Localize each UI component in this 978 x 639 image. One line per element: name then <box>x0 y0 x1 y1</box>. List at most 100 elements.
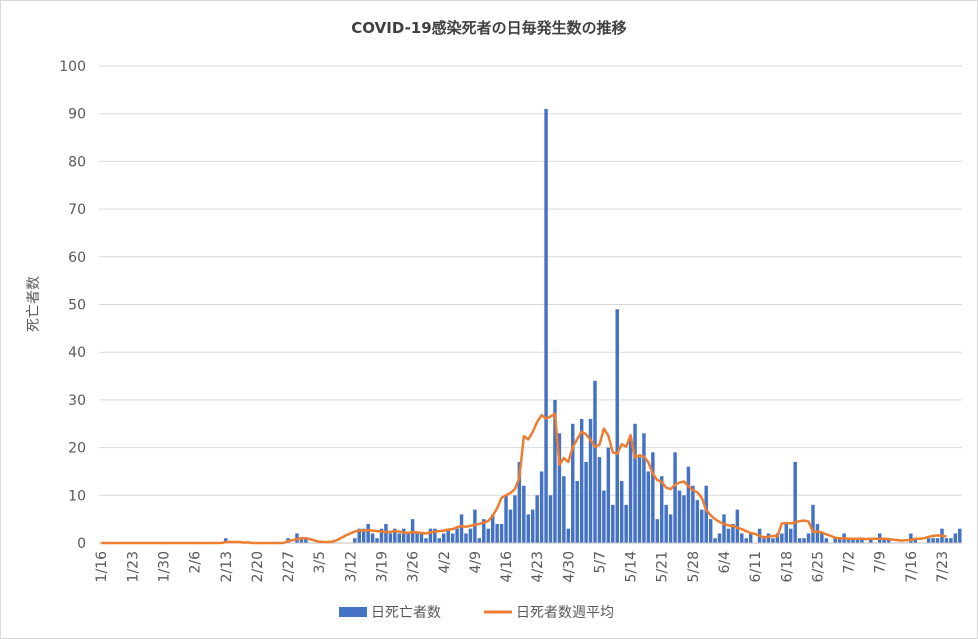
bar <box>677 490 682 543</box>
bar <box>935 538 940 543</box>
bar <box>780 533 784 543</box>
bar <box>771 538 775 543</box>
bar <box>886 538 891 543</box>
y-tick-label: 20 <box>68 441 86 457</box>
bar <box>637 457 642 543</box>
bar <box>517 461 522 543</box>
bar <box>926 538 931 543</box>
bar <box>442 533 446 543</box>
bar <box>513 495 517 543</box>
x-tick-label: 3/19 <box>374 551 390 582</box>
legend-bar-label: 日死亡者数 <box>371 605 441 621</box>
bar <box>428 528 433 543</box>
bar <box>482 519 486 543</box>
bar <box>851 538 855 543</box>
bar <box>401 528 406 543</box>
bar <box>673 452 677 543</box>
x-axis-ticks: 1/16 1/23 1/30 2/6 2/13 2/20 2/27 3/5 3/12 3/19 3/… <box>94 551 951 583</box>
bar <box>224 538 228 543</box>
bar <box>553 399 557 543</box>
bar <box>526 514 531 543</box>
bar <box>664 504 668 543</box>
bar <box>490 514 495 543</box>
bar <box>606 447 611 543</box>
bar <box>784 523 789 543</box>
bar <box>562 476 566 543</box>
bar <box>370 533 375 543</box>
bar <box>579 418 584 543</box>
bar <box>611 504 615 543</box>
bar <box>633 423 637 543</box>
bar <box>820 533 824 543</box>
bar-series <box>224 108 962 544</box>
bar <box>691 485 695 543</box>
x-tick-label: 7/16 <box>904 551 920 583</box>
bar <box>593 380 597 543</box>
bar <box>379 528 384 543</box>
y-tick-label: 0 <box>77 536 86 552</box>
legend-bar-swatch <box>339 607 367 617</box>
bar <box>299 538 304 543</box>
x-tick-label: 4/30 <box>561 551 577 582</box>
bar <box>450 533 455 543</box>
bar <box>530 509 535 543</box>
bar <box>704 485 708 543</box>
chart-title: COVID-19感染死者の日毎発生数の推移 <box>351 19 626 37</box>
bar <box>811 504 815 543</box>
bar <box>468 528 473 543</box>
bar <box>740 533 744 543</box>
bar <box>628 438 633 543</box>
bar <box>584 461 588 543</box>
bar <box>860 538 864 543</box>
bar <box>504 495 508 543</box>
x-tick-label: 5/21 <box>655 551 671 582</box>
x-tick-label: 2/20 <box>250 551 266 582</box>
bar <box>731 523 735 543</box>
bar <box>722 514 726 543</box>
bar <box>837 538 842 543</box>
x-tick-label: 4/9 <box>468 551 484 574</box>
x-tick-label: 6/25 <box>810 551 826 582</box>
x-tick-label: 6/11 <box>748 551 764 582</box>
bar <box>659 476 664 543</box>
bar <box>415 533 419 543</box>
bar <box>393 528 397 543</box>
bar <box>646 471 651 543</box>
line-series <box>101 412 947 545</box>
x-tick-label: 2/27 <box>281 551 297 582</box>
bar <box>615 309 619 543</box>
bar <box>522 485 526 543</box>
bar <box>406 533 410 543</box>
bar <box>602 490 606 543</box>
bar <box>651 452 655 543</box>
bar <box>361 528 366 543</box>
bar <box>495 523 499 543</box>
y-tick-label: 80 <box>68 154 86 170</box>
bar <box>566 528 571 543</box>
x-tick-label: 1/30 <box>157 551 173 582</box>
bar <box>499 523 504 543</box>
bar <box>375 538 379 543</box>
bar <box>353 538 357 543</box>
bar <box>459 514 464 543</box>
x-tick-label: 5/28 <box>686 551 702 582</box>
bar <box>619 480 624 543</box>
y-tick-label: 90 <box>68 107 86 123</box>
weekly-average-line <box>101 412 947 545</box>
bar <box>588 418 593 543</box>
bar <box>700 509 704 543</box>
bar <box>655 519 660 543</box>
bar <box>815 523 820 543</box>
x-tick-label: 1/23 <box>125 551 141 582</box>
x-tick-label: 3/12 <box>343 551 359 582</box>
bar <box>824 538 829 543</box>
bar <box>544 108 548 544</box>
x-tick-label: 3/5 <box>312 551 328 574</box>
bar <box>766 533 771 543</box>
bar <box>744 538 748 543</box>
x-tick-label: 2/6 <box>188 551 204 574</box>
bar <box>708 519 713 543</box>
y-axis-label: 死亡者数 <box>26 276 42 332</box>
bar <box>855 538 860 543</box>
bar <box>571 423 575 543</box>
